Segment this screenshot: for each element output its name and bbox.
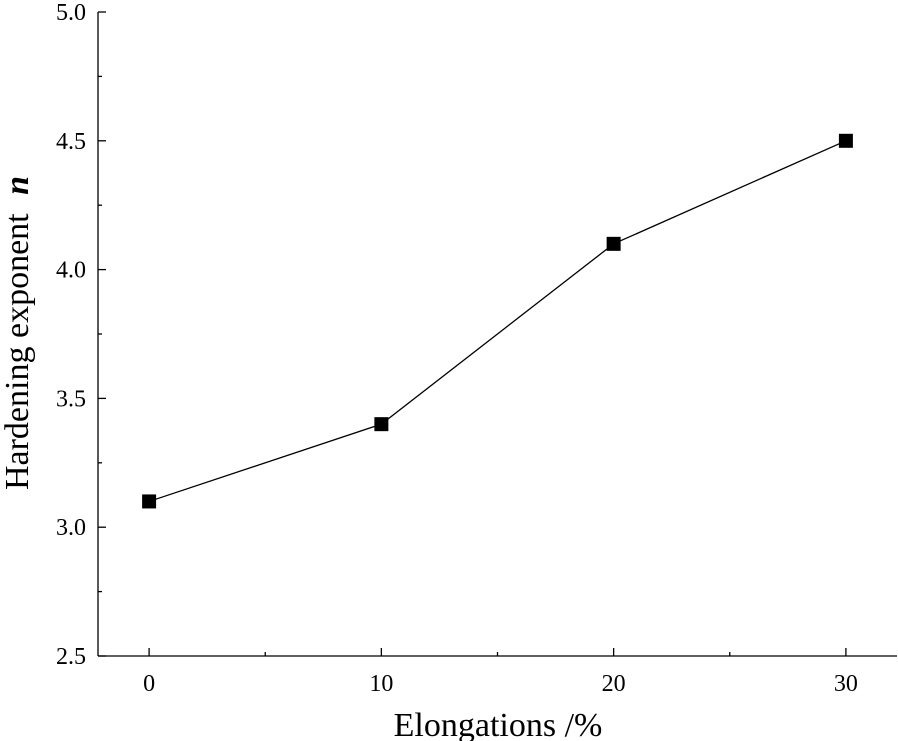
y-tick-label: 5.0	[56, 0, 86, 26]
y-axis-ticks: 2.5 3.0 3.5 4.0 4.5 5.0	[56, 0, 106, 670]
series-line	[148, 140, 847, 503]
y-axis-title-symbol: n	[0, 176, 36, 195]
y-tick-label: 3.0	[56, 515, 86, 541]
x-tick-label: 20	[602, 671, 626, 697]
y-tick-label: 3.5	[56, 386, 86, 412]
x-tick-label: 30	[834, 671, 858, 697]
data-point-marker	[374, 417, 389, 432]
y-tick-label: 4.5	[56, 129, 86, 155]
data-point-marker	[606, 236, 621, 251]
series-layer	[142, 133, 853, 509]
data-point-marker	[838, 133, 853, 148]
y-axis-title-text: Hardening exponent	[0, 213, 36, 490]
x-axis-title: Elongations /%	[394, 707, 603, 741]
x-tick-label: 10	[369, 671, 393, 697]
data-point-marker	[142, 494, 157, 509]
y-tick-label: 2.5	[56, 644, 86, 670]
x-axis-ticks: 0 10 20 30	[143, 648, 858, 697]
y-tick-label: 4.0	[56, 258, 86, 284]
x-tick-label: 0	[143, 671, 155, 697]
y-axis-title: Hardening exponent n	[0, 176, 36, 490]
